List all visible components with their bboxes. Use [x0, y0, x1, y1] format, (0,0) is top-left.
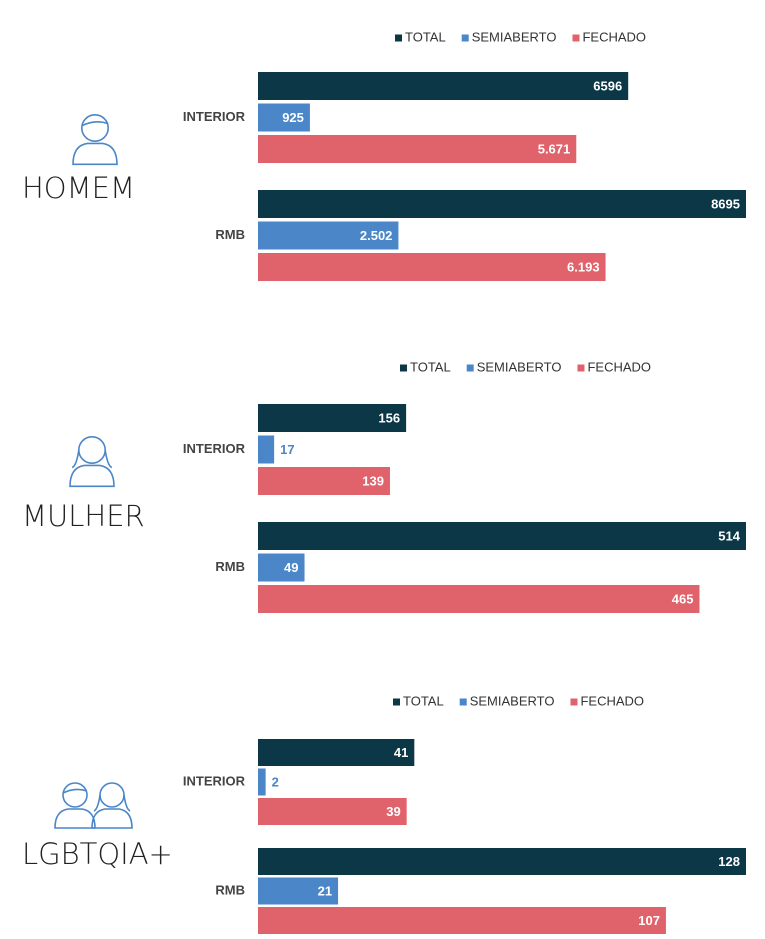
icon-hair — [71, 449, 113, 469]
legend-label: SEMIABERTO — [470, 693, 555, 708]
value-label: 925 — [282, 110, 304, 125]
legend-swatch — [577, 364, 585, 372]
legend-label: SEMIABERTO — [472, 29, 557, 44]
icon-body — [54, 808, 96, 829]
legend-swatch — [466, 364, 474, 372]
legend-label: FECHADO — [587, 359, 651, 374]
chart-title: LGBTQIA+ — [22, 837, 173, 871]
chart-title: HOMEM — [22, 171, 135, 205]
bar — [258, 135, 577, 163]
icon-body — [69, 464, 115, 488]
bar — [258, 467, 390, 495]
value-label: 139 — [362, 473, 384, 488]
value-label: 2.502 — [360, 228, 393, 243]
icon-head — [81, 114, 110, 143]
bar — [258, 585, 700, 613]
value-label: 21 — [318, 883, 332, 898]
bar — [258, 768, 266, 796]
value-label: 17 — [280, 442, 294, 457]
bar — [258, 72, 629, 100]
category-label: INTERIOR — [183, 773, 246, 788]
icon-body — [91, 808, 133, 829]
value-label: 6596 — [593, 78, 622, 93]
icon-body — [72, 142, 118, 166]
value-label: 8695 — [711, 196, 740, 211]
icon-hair — [81, 121, 109, 127]
legend-swatch — [400, 364, 407, 372]
value-label: 107 — [638, 913, 660, 928]
value-label: 5.671 — [538, 141, 571, 156]
legend-swatch — [395, 34, 402, 42]
legend-swatch — [570, 698, 578, 706]
legend-label: FECHADO — [580, 693, 644, 708]
icon-hair — [62, 788, 88, 794]
legend-swatch — [461, 34, 469, 42]
icon-head — [78, 435, 107, 464]
category-label: INTERIOR — [183, 441, 246, 456]
value-label: 156 — [378, 410, 400, 425]
legend-label: TOTAL — [410, 359, 451, 374]
chart-title: MULHER — [22, 499, 145, 533]
icon-hair — [93, 794, 131, 812]
icon-head — [99, 782, 125, 808]
value-label: 6.193 — [567, 259, 600, 274]
legend-label: SEMIABERTO — [477, 359, 562, 374]
legend-swatch — [459, 698, 467, 706]
bar — [258, 253, 606, 281]
value-label: 41 — [394, 745, 408, 760]
category-label: RMB — [215, 882, 245, 897]
value-label: 465 — [672, 591, 694, 606]
category-label: RMB — [215, 227, 245, 242]
bar — [258, 877, 339, 905]
value-label: 514 — [718, 528, 740, 543]
bar — [258, 553, 305, 582]
category-label: INTERIOR — [183, 109, 246, 124]
value-label: 2 — [272, 774, 279, 789]
bar — [258, 798, 407, 825]
bar — [258, 221, 399, 250]
bar — [258, 522, 746, 550]
value-label: 49 — [284, 560, 298, 575]
bar — [258, 435, 275, 464]
bar — [258, 404, 407, 432]
value-label: 39 — [386, 804, 400, 819]
bar — [258, 907, 666, 934]
legend-label: FECHADO — [582, 29, 646, 44]
bar — [258, 190, 746, 218]
bar — [258, 848, 746, 875]
icon-head — [62, 782, 88, 808]
bar — [258, 103, 310, 132]
legend-swatch — [572, 34, 580, 42]
bar — [258, 739, 415, 766]
category-label: RMB — [215, 559, 245, 574]
legend-label: TOTAL — [403, 693, 444, 708]
legend-label: TOTAL — [405, 29, 446, 44]
legend-swatch — [393, 698, 400, 706]
value-label: 128 — [718, 854, 740, 869]
